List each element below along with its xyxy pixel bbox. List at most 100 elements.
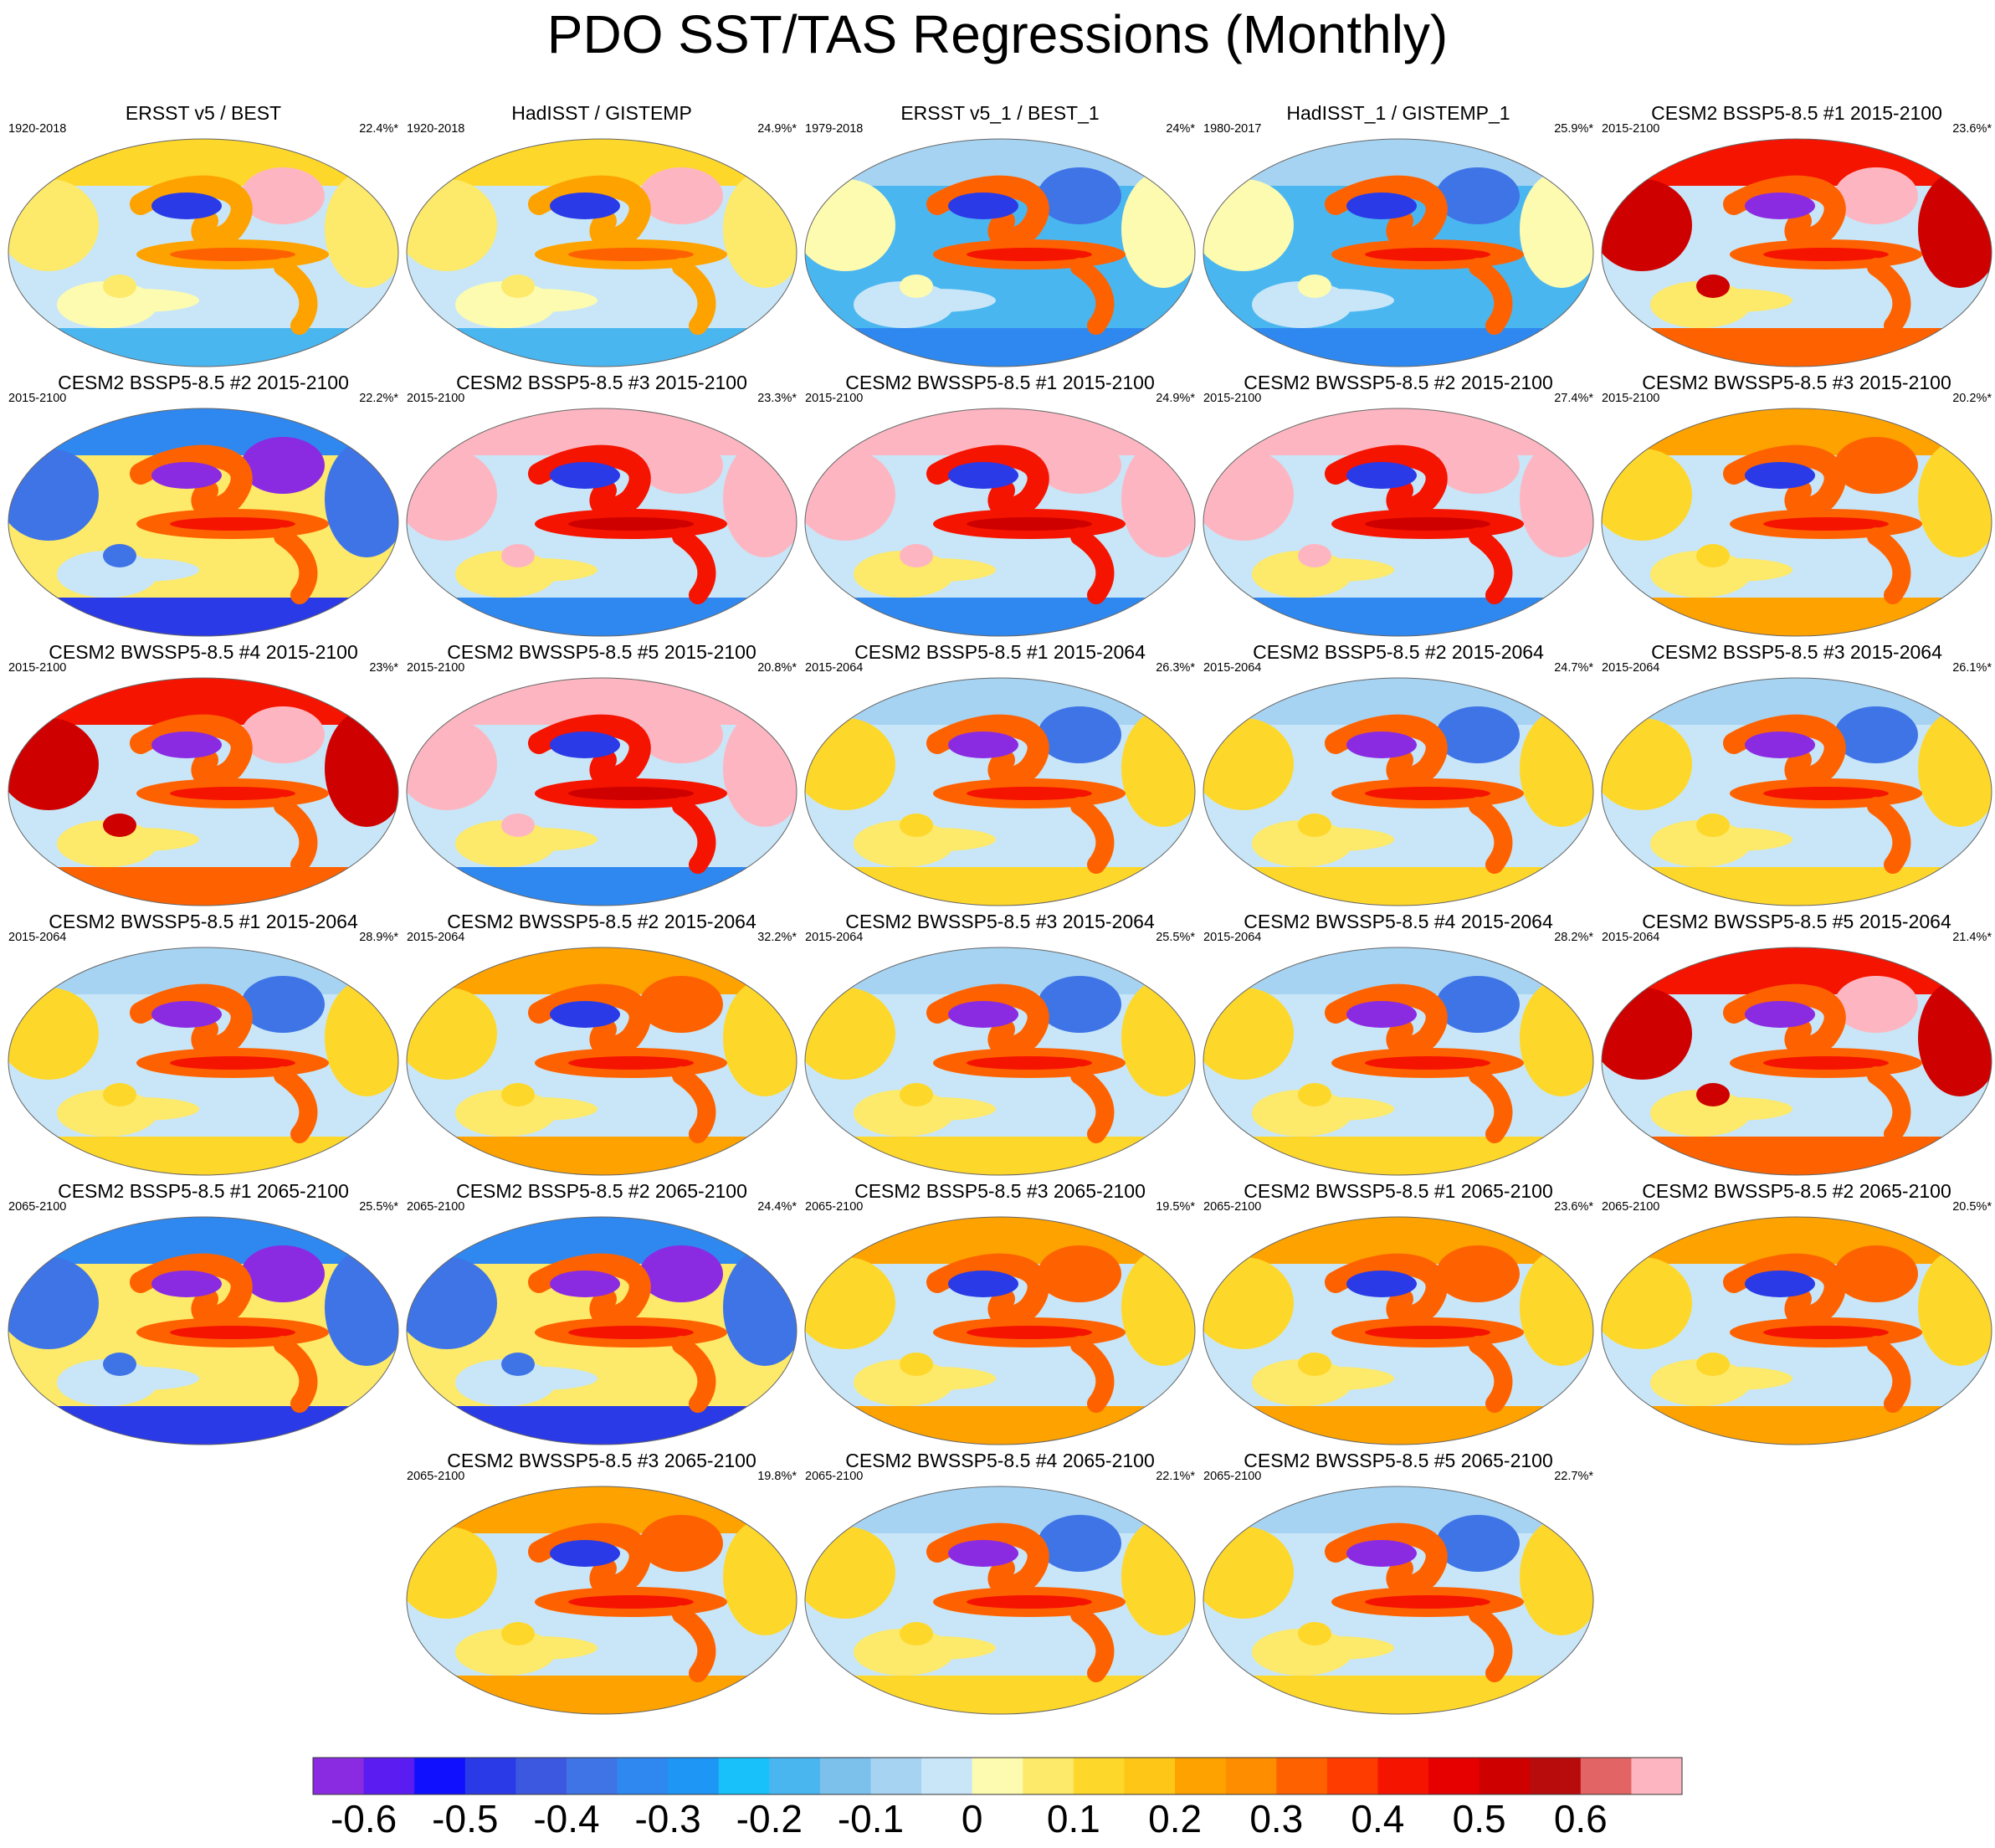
panel-title: CESM2 BWSSP5-8.5 #1 2065-2100 — [1244, 1180, 1553, 1202]
panel-title: ERSST v5_1 / BEST_1 — [900, 102, 1100, 124]
map-panel: CESM2 BWSSP5-8.5 #1 2015-2064 2015-2064 28… — [7, 911, 400, 1177]
south-american-arm — [1867, 258, 1911, 335]
equatorial-core — [1365, 517, 1490, 531]
australia-patch — [1298, 814, 1331, 837]
globe-map — [804, 677, 1196, 906]
australia-patch — [103, 544, 136, 567]
australia-patch — [501, 1353, 535, 1376]
panel-period: 2065-2100 — [805, 1470, 864, 1483]
map-panel: CESM2 BSSP5-8.5 #1 2015-2100 2015-2100 23.… — [1600, 102, 1993, 368]
australia-patch — [900, 275, 933, 298]
map-panel: CESM2 BSSP5-8.5 #1 2065-2100 2065-2100 25.… — [7, 1180, 400, 1446]
globe-outline — [8, 677, 399, 906]
south-american-arm — [1070, 527, 1115, 604]
colorbar-tick-label: 0 — [961, 1797, 983, 1840]
globe-map — [8, 408, 399, 637]
north-america-patch — [639, 167, 723, 224]
map-panel: CESM2 BWSSP5-8.5 #1 2015-2100 2015-2100 24… — [803, 372, 1197, 638]
panel-variance: 28.9%* — [359, 931, 398, 944]
colorbar-tick-label: 0.4 — [1351, 1797, 1405, 1840]
panel-period: 2015-2100 — [1602, 392, 1660, 405]
map-panel: CESM2 BSSP5-8.5 #3 2015-2100 2015-2100 23.… — [405, 372, 798, 638]
map-panel: CESM2 BWSSP5-8.5 #2 2015-2064 2015-2064 32… — [405, 911, 798, 1177]
panel-title: CESM2 BSSP5-8.5 #1 2015-2100 — [1651, 102, 1942, 124]
north-pacific-cold-pool — [550, 192, 620, 219]
panel-variance: 22.7%* — [1554, 1470, 1593, 1483]
australia-patch — [501, 544, 535, 567]
north-america-patch — [1038, 706, 1121, 763]
globe-map — [1601, 677, 1992, 906]
map-panel: CESM2 BWSSP5-8.5 #5 2015-2064 2015-2064 21… — [1600, 911, 1993, 1177]
equatorial-core — [568, 1056, 694, 1070]
south-american-arm — [1469, 258, 1513, 335]
panel-variance: 22.4%* — [359, 122, 398, 136]
equatorial-core — [1365, 1326, 1490, 1339]
south-american-arm — [1867, 797, 1911, 874]
pdo-horseshoe — [926, 444, 1049, 519]
equatorial-core — [170, 517, 295, 531]
panel-period: 2015-2064 — [1602, 931, 1660, 944]
north-pacific-cold-pool — [1346, 1001, 1417, 1028]
map-panel: CESM2 BWSSP5-8.5 #3 2015-2100 2015-2100 20… — [1600, 372, 1993, 638]
equatorial-core — [1763, 517, 1889, 531]
panel-title: HadISST / GISTEMP — [511, 102, 692, 124]
panel-title: CESM2 BWSSP5-8.5 #5 2015-2100 — [447, 641, 756, 663]
south-american-arm — [1070, 258, 1115, 335]
globe-map — [1203, 138, 1594, 367]
panel-period: 2015-2100 — [1203, 392, 1262, 405]
globe-map — [1601, 408, 1992, 637]
globe-outline — [8, 408, 399, 637]
north-pacific-cold-pool — [151, 732, 222, 758]
equatorial-core — [170, 1056, 295, 1070]
north-america-patch — [241, 1245, 325, 1302]
equatorial-core — [568, 787, 694, 800]
pdo-horseshoe — [926, 1253, 1049, 1327]
north-pacific-cold-pool — [550, 1540, 620, 1567]
north-pacific-cold-pool — [948, 1270, 1018, 1297]
north-america-patch — [1834, 976, 1918, 1033]
pdo-horseshoe — [528, 714, 651, 788]
globe-outline — [1601, 1216, 1992, 1445]
map-panel: CESM2 BSSP5-8.5 #2 2065-2100 2065-2100 24.… — [405, 1180, 798, 1446]
australia-patch — [1696, 275, 1730, 298]
pdo-horseshoe — [528, 175, 651, 249]
globe-outline — [1203, 1216, 1594, 1445]
north-america-patch — [639, 1515, 723, 1572]
panel-title: CESM2 BWSSP5-8.5 #5 2015-2064 — [1642, 911, 1951, 932]
panel-title: CESM2 BWSSP5-8.5 #3 2015-2100 — [1642, 372, 1951, 393]
panel-title: CESM2 BWSSP5-8.5 #3 2015-2064 — [845, 911, 1155, 932]
globe-outline — [1601, 138, 1992, 367]
map-panel: CESM2 BSSP5-8.5 #3 2015-2064 2015-2064 26.… — [1600, 641, 1993, 907]
australia-patch — [1298, 1622, 1331, 1645]
panel-variance: 23.6%* — [1554, 1200, 1593, 1214]
globe-map — [406, 408, 797, 637]
south-american-arm — [672, 258, 716, 335]
australia-patch — [103, 1083, 136, 1106]
colorbar-tick-label: -0.6 — [330, 1797, 397, 1840]
globe-map — [1203, 677, 1594, 906]
map-panel: HadISST / GISTEMP 1920-2018 24.9%* — [405, 102, 798, 368]
north-pacific-cold-pool — [1346, 1270, 1417, 1297]
south-american-arm — [1469, 1605, 1513, 1682]
north-america-patch — [1038, 167, 1121, 224]
north-america-patch — [241, 976, 325, 1033]
north-america-patch — [241, 706, 325, 763]
north-america-patch — [1038, 976, 1121, 1033]
pdo-horseshoe — [528, 983, 651, 1058]
colorbar-tick-label: 0.6 — [1553, 1797, 1608, 1840]
globe-outline — [1601, 947, 1992, 1176]
panel-title: CESM2 BSSP5-8.5 #3 2065-2100 — [854, 1180, 1146, 1202]
north-america-patch — [1834, 437, 1918, 494]
colorbar-tick-label: 0.1 — [1046, 1797, 1100, 1840]
north-pacific-cold-pool — [1346, 732, 1417, 758]
panel-title: CESM2 BWSSP5-8.5 #5 2065-2100 — [1244, 1450, 1553, 1471]
north-america-patch — [1038, 1515, 1121, 1572]
north-america-patch — [241, 167, 325, 224]
panel-variance: 24.4%* — [757, 1200, 797, 1214]
globe-outline — [1203, 1486, 1594, 1715]
globe-map — [1601, 947, 1992, 1176]
south-american-arm — [1469, 527, 1513, 604]
globe-outline — [1203, 677, 1594, 906]
